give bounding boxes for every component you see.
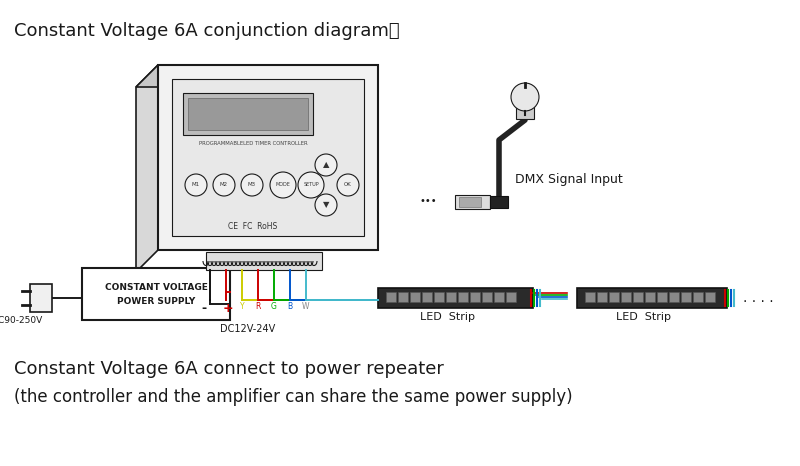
Circle shape bbox=[315, 154, 337, 176]
Bar bbox=[645, 292, 655, 302]
Circle shape bbox=[270, 172, 296, 198]
Bar bbox=[183, 93, 313, 135]
Circle shape bbox=[337, 174, 359, 196]
Text: PROGRAMMABLELED TIMER CONTROLLER: PROGRAMMABLELED TIMER CONTROLLER bbox=[198, 141, 307, 146]
Text: G: G bbox=[271, 302, 277, 311]
Bar bbox=[458, 292, 468, 302]
Bar bbox=[577, 288, 727, 308]
Bar bbox=[459, 197, 481, 207]
Text: MODE: MODE bbox=[275, 183, 290, 187]
Bar bbox=[669, 292, 679, 302]
Text: Y: Y bbox=[240, 302, 244, 311]
Text: LED  Strip: LED Strip bbox=[617, 312, 671, 322]
Text: LED  Strip: LED Strip bbox=[419, 312, 474, 322]
Bar bbox=[30, 284, 52, 312]
Circle shape bbox=[511, 83, 539, 111]
Text: (the controller and the amplifier can share the same power supply): (the controller and the amplifier can sh… bbox=[14, 388, 573, 406]
Bar bbox=[585, 292, 595, 302]
Text: M2: M2 bbox=[220, 183, 228, 187]
Text: SETUP: SETUP bbox=[303, 183, 319, 187]
Text: . . . .: . . . . bbox=[743, 291, 774, 305]
Bar bbox=[206, 252, 322, 270]
Text: AC90-250V: AC90-250V bbox=[0, 316, 43, 325]
Text: R: R bbox=[255, 302, 261, 311]
Bar bbox=[597, 292, 607, 302]
Text: W: W bbox=[302, 302, 310, 311]
Bar bbox=[455, 195, 490, 209]
Bar bbox=[506, 292, 516, 302]
Bar bbox=[398, 292, 408, 302]
Text: CONSTANT VOLTAGE: CONSTANT VOLTAGE bbox=[105, 282, 207, 292]
Bar bbox=[633, 292, 643, 302]
Circle shape bbox=[315, 194, 337, 216]
Text: M1: M1 bbox=[192, 183, 200, 187]
Text: DC12V-24V: DC12V-24V bbox=[220, 324, 275, 334]
Polygon shape bbox=[136, 65, 378, 87]
Bar bbox=[158, 65, 378, 250]
Text: ▲: ▲ bbox=[322, 160, 330, 170]
Bar bbox=[434, 292, 444, 302]
Bar bbox=[657, 292, 667, 302]
Text: M3: M3 bbox=[248, 183, 256, 187]
Bar bbox=[378, 288, 533, 308]
Text: DMX Signal Input: DMX Signal Input bbox=[515, 173, 622, 186]
Bar bbox=[693, 292, 703, 302]
Text: Constant Voltage 6A conjunction diagram：: Constant Voltage 6A conjunction diagram： bbox=[14, 22, 400, 40]
Bar bbox=[490, 196, 508, 208]
Bar bbox=[386, 292, 396, 302]
Bar bbox=[494, 292, 504, 302]
Text: -: - bbox=[202, 302, 206, 315]
Text: CE  FC  RoHS: CE FC RoHS bbox=[228, 222, 278, 231]
Text: Constant Voltage 6A connect to power repeater: Constant Voltage 6A connect to power rep… bbox=[14, 360, 444, 378]
Bar bbox=[470, 292, 480, 302]
Text: +: + bbox=[222, 302, 234, 315]
Circle shape bbox=[213, 174, 235, 196]
Text: OK: OK bbox=[344, 183, 352, 187]
Bar bbox=[482, 292, 492, 302]
Bar bbox=[446, 292, 456, 302]
Bar bbox=[621, 292, 631, 302]
Circle shape bbox=[185, 174, 207, 196]
Bar bbox=[172, 79, 364, 236]
Circle shape bbox=[298, 172, 324, 198]
Bar bbox=[705, 292, 715, 302]
Bar bbox=[516, 97, 534, 119]
Text: B: B bbox=[287, 302, 293, 311]
Polygon shape bbox=[136, 65, 158, 272]
Bar bbox=[82, 268, 230, 320]
Text: ▼: ▼ bbox=[322, 200, 330, 210]
Text: POWER SUPPLY: POWER SUPPLY bbox=[117, 296, 195, 306]
Circle shape bbox=[241, 174, 263, 196]
Bar bbox=[422, 292, 432, 302]
Bar bbox=[410, 292, 420, 302]
Text: •••: ••• bbox=[419, 196, 437, 206]
Bar bbox=[188, 98, 308, 130]
Bar bbox=[609, 292, 619, 302]
Bar bbox=[681, 292, 691, 302]
